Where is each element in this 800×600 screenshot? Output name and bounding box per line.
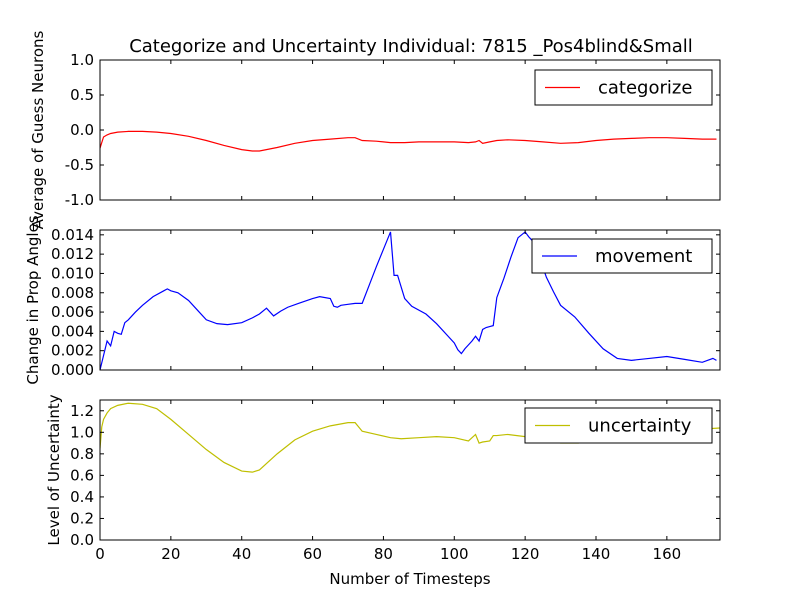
y-tick-label: 0.012 xyxy=(51,245,94,263)
y-tick-label: 0.6 xyxy=(70,466,94,484)
x-tick-label: 0 xyxy=(95,545,105,563)
x-tick-label: 60 xyxy=(303,545,322,563)
y-axis-label: Change in Prop Angles xyxy=(24,215,42,384)
panel-1: -1.0 -0.5 0.0 0.5 1.0 Average of Guess Neuron… xyxy=(29,30,721,229)
y-tick-label: 0.006 xyxy=(51,303,94,321)
y-axis-label: Average of Guess Neurons xyxy=(29,30,47,229)
legend-entry: movement xyxy=(595,246,692,267)
legend-entry: categorize xyxy=(598,78,692,99)
y-tick-label: 0.2 xyxy=(70,509,94,527)
y-tick-label: 0.010 xyxy=(51,264,94,282)
y-tick-label: 0.5 xyxy=(70,86,94,104)
x-tick-label: 140 xyxy=(582,545,611,563)
panel-3: 0.0 0.2 0.4 0.6 0.8 1.0 1.2 Level of Uncertaint… xyxy=(45,394,721,549)
x-tick-label: 160 xyxy=(653,545,682,563)
panel-3-frame xyxy=(99,399,721,541)
y-tick-label: 0.000 xyxy=(51,361,94,379)
y-tick-label: 0.4 xyxy=(70,488,94,506)
y-tick-label: -1.0 xyxy=(65,191,94,209)
y-tick-label: 0.014 xyxy=(51,226,94,244)
y-tick-label: 1.2 xyxy=(70,402,94,420)
x-axis-label: Number of Timesteps xyxy=(329,570,490,588)
panels: -1.0 -0.5 0.0 0.5 1.0 Average of Guess Neuron… xyxy=(24,30,721,563)
x-tick-label: 40 xyxy=(232,545,251,563)
y-tick-label: 1.0 xyxy=(70,423,94,441)
categorize-series-line xyxy=(100,130,717,152)
y-tick-label: 1.0 xyxy=(70,51,94,69)
x-tick-label: 80 xyxy=(374,545,393,563)
legend-entry: uncertainty xyxy=(588,416,692,437)
y-tick-label: 0.004 xyxy=(51,322,94,340)
x-tick-label: 100 xyxy=(440,545,469,563)
y-tick-label: 0.0 xyxy=(70,531,94,549)
legend: movement xyxy=(531,238,713,274)
y-tick-label: 0.008 xyxy=(51,284,94,302)
legend: uncertainty xyxy=(524,407,713,444)
panel-2-frame xyxy=(99,229,721,371)
chart-title: Categorize and Uncertainty Individual: 7… xyxy=(129,36,693,57)
y-tick-label: -0.5 xyxy=(65,156,94,174)
x-tick-label: 20 xyxy=(161,545,180,563)
y-axis-label: Level of Uncertainty xyxy=(45,394,63,545)
x-tick-label: 120 xyxy=(511,545,540,563)
legend: categorize xyxy=(534,69,713,106)
y-tick-label: 0.0 xyxy=(70,121,94,139)
y-tick-label: 0.8 xyxy=(70,445,94,463)
y-tick-label: 0.002 xyxy=(51,342,94,360)
